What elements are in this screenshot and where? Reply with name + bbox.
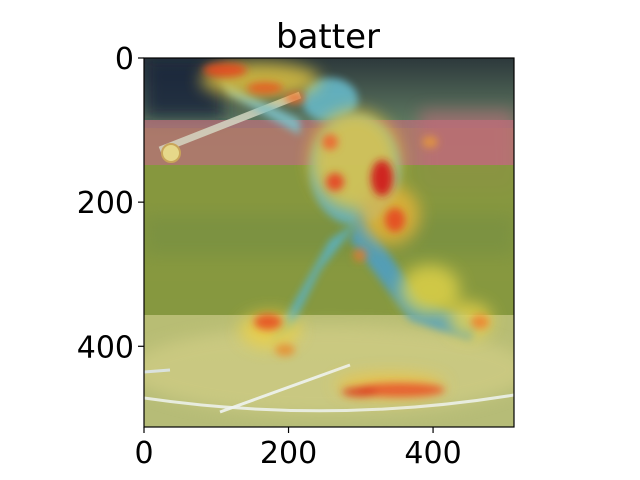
axes-frame	[143, 57, 515, 428]
x-tick-label: 400	[404, 436, 461, 471]
y-tick-label: 200	[77, 186, 134, 221]
x-axis-ticks: 0 200 400	[134, 427, 462, 471]
chart-title: batter	[276, 17, 380, 57]
heatmap-image	[144, 58, 514, 427]
bat-shape	[158, 91, 302, 154]
x-tick-label: 200	[260, 436, 317, 471]
y-axis-ticks: 0 200 400	[77, 42, 144, 365]
heat-hotspots	[203, 63, 489, 397]
ball-shape	[161, 143, 181, 163]
y-tick-label: 400	[77, 330, 134, 365]
x-tick-label: 0	[134, 436, 153, 471]
y-tick-label: 0	[115, 42, 134, 77]
